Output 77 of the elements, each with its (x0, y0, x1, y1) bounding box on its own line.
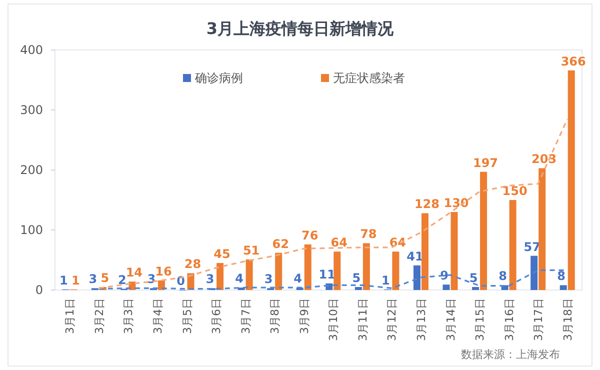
x-tick-label: 3月10日 (327, 298, 340, 341)
x-tick-label: 3月2日 (92, 298, 106, 334)
data-label: 14 (126, 266, 143, 280)
bar (538, 168, 546, 290)
chart-title: 3月上海疫情每日新增情况 (206, 19, 395, 38)
source-note: 数据来源：上海发布 (461, 348, 560, 361)
bar (560, 285, 567, 290)
x-tick-label: 3月7日 (239, 298, 252, 334)
bar (413, 265, 420, 290)
bar (442, 284, 450, 290)
legend-label: 确诊病例 (194, 71, 243, 85)
y-tick-label: 100 (20, 223, 43, 237)
bar (509, 200, 516, 290)
data-label: 3 (206, 272, 214, 286)
data-label: 8 (498, 269, 507, 284)
x-tick-label: 3月11日 (356, 298, 370, 341)
data-label: 4 (235, 272, 244, 286)
data-label: 128 (414, 197, 440, 212)
x-tick-label: 3月4日 (151, 298, 164, 334)
bar (362, 243, 370, 290)
data-label: 45 (214, 247, 230, 261)
data-label: 130 (444, 196, 469, 210)
bar (421, 213, 428, 290)
bar (246, 259, 253, 290)
bar (354, 287, 362, 290)
data-label: 366 (560, 54, 586, 68)
data-label: 4 (294, 272, 302, 286)
data-label: 2 (118, 272, 126, 287)
data-label: 28 (184, 257, 202, 272)
x-tick-label: 3月8日 (268, 298, 282, 334)
data-label: 41 (406, 249, 424, 264)
x-tick-label: 3月15日 (474, 298, 487, 341)
bar (158, 280, 165, 290)
x-tick-label: 3月16日 (502, 298, 516, 341)
x-tick-label: 3月12日 (386, 298, 399, 341)
bar (472, 287, 480, 290)
data-label: 3 (88, 272, 98, 286)
bar (480, 172, 488, 290)
data-label: 150 (502, 184, 528, 198)
data-label: 3 (264, 272, 273, 286)
data-label: 64 (330, 236, 348, 250)
y-tick-label: 200 (20, 163, 43, 177)
bar (216, 263, 224, 290)
legend-label: 无症状感染者 (333, 71, 405, 85)
data-label: 16 (155, 264, 172, 278)
data-label: 76 (302, 228, 318, 242)
data-label: 203 (532, 152, 557, 166)
bar (530, 256, 538, 290)
data-label: 1 (59, 273, 68, 288)
x-tick-label: 3月13日 (414, 298, 428, 341)
x-tick-label: 3月14日 (444, 298, 458, 341)
y-tick-label: 400 (20, 43, 43, 57)
y-tick-label: 0 (35, 283, 43, 297)
data-label: 1 (382, 273, 390, 288)
data-label: 78 (360, 227, 377, 242)
y-tick-label: 300 (20, 103, 43, 117)
bar (304, 244, 312, 290)
x-tick-label: 3月1日 (64, 298, 77, 334)
x-tick-label: 3月6日 (210, 298, 224, 334)
x-tick-label: 3月9日 (298, 298, 311, 334)
data-label: 197 (472, 156, 498, 170)
data-label: 5 (100, 271, 110, 285)
x-tick-label: 3月3日 (122, 298, 136, 334)
bar (275, 252, 282, 290)
bar (334, 252, 341, 290)
x-tick-label: 3月17日 (532, 298, 546, 341)
data-label: 5 (469, 271, 478, 285)
data-label: 51 (242, 243, 260, 258)
data-label: 5 (352, 271, 361, 285)
bar (392, 252, 400, 290)
data-label: 1 (71, 273, 80, 288)
data-label: 8 (557, 269, 566, 284)
x-tick-label: 3月5日 (180, 298, 194, 334)
data-label: 62 (272, 236, 289, 251)
bar (450, 212, 458, 290)
x-tick-label: 3月18日 (561, 298, 574, 341)
bar (568, 70, 575, 290)
